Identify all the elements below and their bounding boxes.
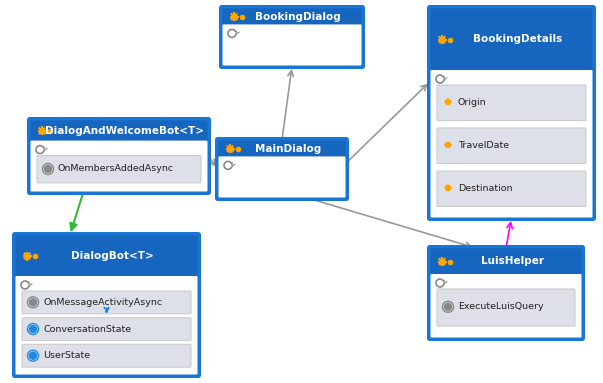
Text: ⚡: ⚡ [446,99,450,105]
Circle shape [444,303,452,310]
FancyBboxPatch shape [431,249,581,276]
Text: Destination: Destination [458,183,513,193]
FancyBboxPatch shape [31,121,207,142]
FancyBboxPatch shape [31,141,207,192]
FancyBboxPatch shape [221,7,364,67]
Text: ⚡: ⚡ [446,142,450,148]
Text: Origin: Origin [458,98,487,106]
FancyBboxPatch shape [37,155,201,183]
FancyBboxPatch shape [223,8,362,26]
Text: OnMembersAddedAsync: OnMembersAddedAsync [58,164,174,173]
Text: DialogAndWelcomeBot<T>: DialogAndWelcomeBot<T> [45,126,204,136]
Text: ExecuteLuisQuery: ExecuteLuisQuery [458,302,544,311]
Text: DialogBot<T>: DialogBot<T> [71,251,154,261]
Circle shape [30,326,37,332]
Text: BookingDetails: BookingDetails [473,34,562,44]
FancyBboxPatch shape [216,139,347,200]
FancyBboxPatch shape [223,25,362,65]
Circle shape [30,352,37,359]
FancyBboxPatch shape [22,344,191,367]
Text: LuisHelper: LuisHelper [481,257,543,267]
FancyBboxPatch shape [16,236,198,278]
Text: MainDialog: MainDialog [255,144,321,154]
FancyBboxPatch shape [437,171,586,206]
FancyBboxPatch shape [16,276,198,375]
FancyBboxPatch shape [429,7,595,219]
FancyBboxPatch shape [22,291,191,314]
Circle shape [30,299,37,306]
Text: ConversationState: ConversationState [43,324,131,334]
FancyBboxPatch shape [218,156,346,198]
FancyBboxPatch shape [431,274,581,337]
Text: ⚡: ⚡ [446,185,450,191]
Text: BookingDialog: BookingDialog [255,12,341,22]
Text: UserState: UserState [43,351,90,360]
Text: OnMessageActivityAsync: OnMessageActivityAsync [43,298,162,307]
FancyBboxPatch shape [22,318,191,340]
Text: TravelDate: TravelDate [458,141,509,150]
FancyBboxPatch shape [431,8,593,72]
FancyBboxPatch shape [437,289,575,326]
FancyBboxPatch shape [429,247,584,339]
FancyBboxPatch shape [437,85,586,121]
FancyBboxPatch shape [218,141,346,159]
FancyBboxPatch shape [28,118,209,193]
Circle shape [45,165,51,172]
FancyBboxPatch shape [437,128,586,164]
FancyBboxPatch shape [13,234,200,376]
FancyBboxPatch shape [431,70,593,218]
